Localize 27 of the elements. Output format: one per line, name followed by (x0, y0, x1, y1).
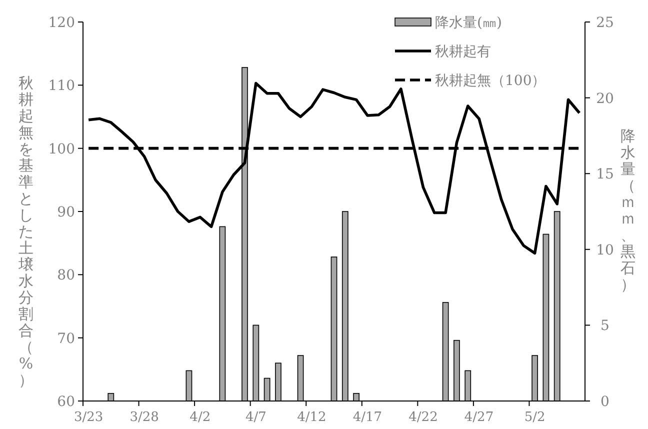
y2-tick-label: 0 (600, 394, 610, 410)
y-tick-label: 120 (48, 15, 75, 31)
y2-tick-label: 5 (600, 318, 610, 334)
x-tick-label: 5/2 (524, 410, 546, 425)
y-tick-label: 110 (48, 78, 75, 94)
y2-tick-label: 10 (596, 242, 614, 258)
y2-tick-label: 20 (596, 90, 614, 107)
y-tick-label: 70 (57, 330, 75, 347)
x-tick-label: 3/23 (74, 410, 104, 425)
x-tick-label: 4/2 (190, 410, 211, 425)
x-tick-label: 4/7 (245, 410, 266, 425)
text: 降水量（ｍｍ、黒石） (620, 126, 636, 294)
y2-tick-label: 25 (596, 15, 614, 31)
x-tick-label: 4/12 (297, 410, 326, 425)
legend-label: 秋耕起無（100） (435, 73, 546, 89)
y-tick-label: 90 (57, 204, 75, 220)
legend-label: 秋耕起有 (435, 44, 491, 60)
x-tick-label: 3/28 (130, 410, 159, 425)
text: 秋耕起無を基準とした土壌水分割合（%） (18, 74, 34, 389)
y-tick-label: 100 (48, 141, 75, 158)
x-tick-label: 4/27 (464, 410, 494, 425)
y2-tick-label: 15 (596, 166, 614, 183)
x-tick-label: 4/22 (408, 410, 438, 425)
y-tick-label: 60 (57, 394, 75, 410)
x-tick-label: 4/17 (352, 410, 382, 425)
legend-label: 降水量(㎜) (435, 15, 502, 31)
y-tick-label: 80 (57, 268, 75, 284)
